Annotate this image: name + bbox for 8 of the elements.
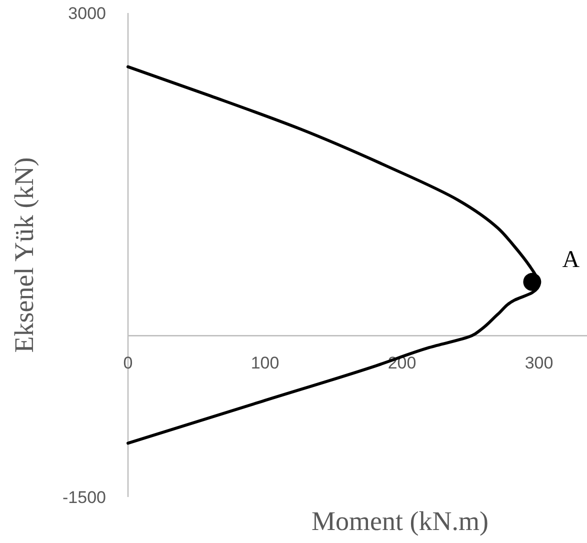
y-axis-title: Eksenel Yük (kN) <box>9 157 39 353</box>
y-tick-label: -1500 <box>62 488 106 507</box>
x-tick-label: 100 <box>250 354 280 373</box>
x-axis-title: Moment (kN.m) <box>312 506 488 536</box>
x-tick-label: 0 <box>123 354 133 373</box>
annotation: A <box>562 246 580 273</box>
y-tick-label: 3000 <box>68 4 106 23</box>
x-tick-label: 300 <box>524 354 554 373</box>
